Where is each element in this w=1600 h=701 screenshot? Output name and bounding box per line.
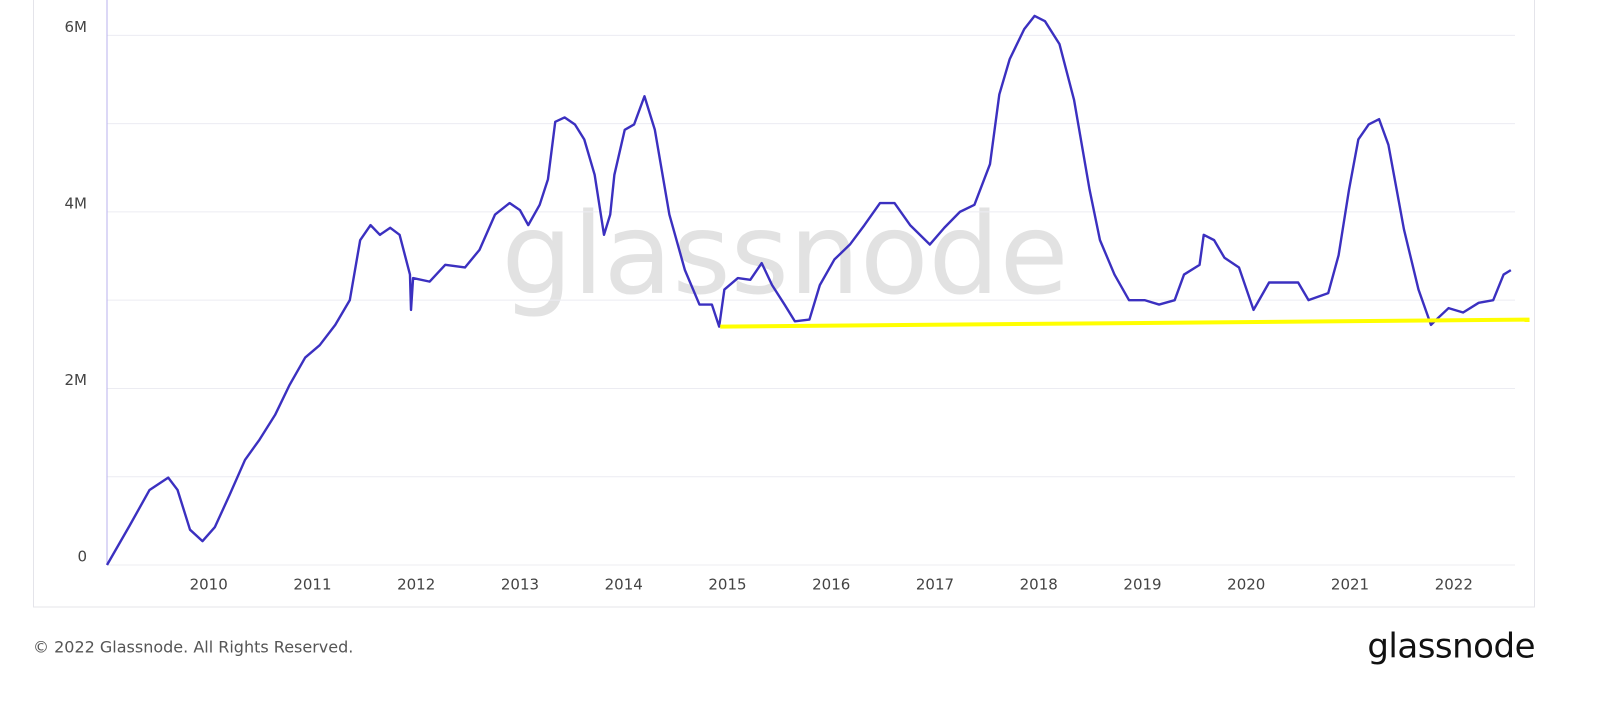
x-tick-label: 2016 [812,576,850,594]
chart-panel [33,0,1535,608]
data-line [105,14,1512,566]
footer: © 2022 Glassnode. All Rights Reserved. [33,638,353,657]
x-tick-label: 2012 [397,576,435,594]
y-tick-label: 6M [65,18,88,36]
x-tick-label: 2021 [1331,576,1369,594]
y-tick-label: 0 [77,548,87,566]
x-tick-label: 2017 [916,576,954,594]
x-tick-label: 2013 [501,576,539,594]
x-tick-label: 2011 [293,576,331,594]
x-tick-label: 2015 [708,576,746,594]
y-tick-label: 4M [65,194,88,212]
y-tick-label: 2M [65,371,88,389]
x-tick-label: 2018 [1020,576,1058,594]
x-tick-label: 2020 [1227,576,1265,594]
x-tick-label: 2014 [605,576,643,594]
logo: glassnode [1367,627,1535,667]
support-line [720,317,1530,329]
x-tick-label: 2010 [190,576,228,594]
x-tick-label: 2019 [1123,576,1161,594]
x-tick-label: 2022 [1435,576,1473,594]
